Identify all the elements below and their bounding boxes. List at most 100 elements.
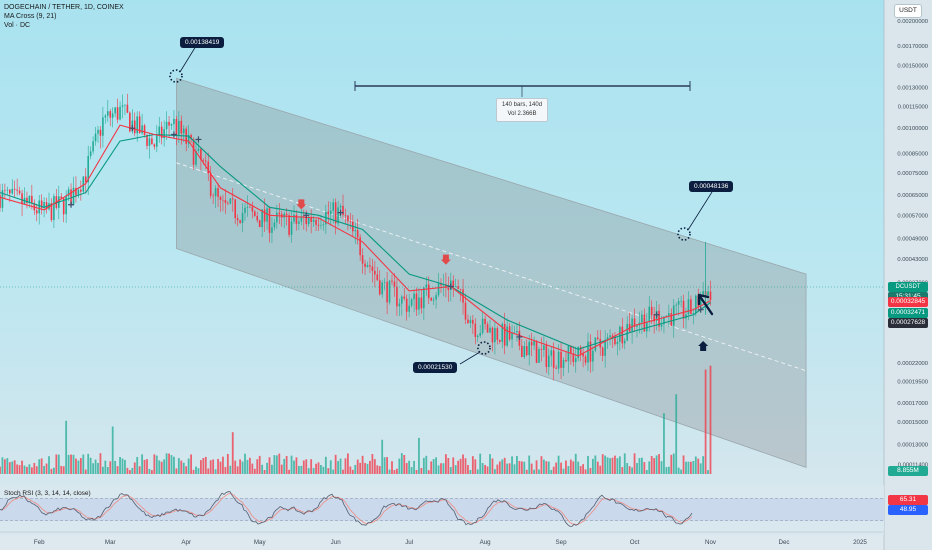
volume-bar [388,469,391,474]
time-axis-label: Jul [405,539,413,546]
candle-body [435,295,437,300]
volume-bar [577,461,580,474]
candle-body [6,189,9,191]
candle-body [273,222,276,228]
volume-bar [383,457,386,474]
candle-body [195,150,197,165]
candle-body [582,353,584,357]
volume-bar [244,453,246,474]
volume-bar [415,469,418,474]
candle-body [381,282,383,295]
candle-body [386,281,388,303]
candle-body [239,220,241,223]
volume-bar [545,461,548,474]
volume-bar [324,456,327,474]
volume-bar [489,454,491,474]
candle-body [50,203,53,220]
candle-body [484,318,486,325]
ma-cross-legend[interactable]: MA Cross (9, 21) [4,13,57,20]
chart-title[interactable]: DOGECHAIN / TETHER, 1D, COINEX [4,4,124,11]
volume-bar [104,460,107,474]
volume-bar [454,465,457,474]
price-axis-label: 0.00019500 [897,380,928,386]
currency-button[interactable]: USDT [894,4,922,18]
candle-body [305,217,308,225]
volume-bar [0,466,1,474]
volume-bar [609,458,611,474]
candle-body [543,345,545,350]
candle-body [589,341,592,362]
candle-body [391,280,393,282]
volume-bar [339,458,342,474]
parallel-channel [175,77,807,469]
candle-body [307,216,310,225]
volume-bar [116,466,119,474]
ma-cross-marker [516,333,523,340]
candle-body [288,215,290,235]
high-price-callout[interactable]: 0.00138419 [180,37,225,48]
candle-body [560,351,562,368]
candle-body [516,330,518,333]
candle-body [648,306,651,322]
ma-fast-tag: 0.00032845 [888,297,928,307]
candle-body [77,189,80,196]
candle-body [13,188,16,190]
candle-body [227,202,229,204]
candle-body [695,295,697,314]
candle-body [653,315,655,322]
candle-body [511,332,513,340]
volume-legend[interactable]: Vol · DC [4,22,31,29]
candle-body [298,221,300,224]
low-price-callout[interactable]: 0.00021530 [413,362,458,373]
volume-bar [43,465,45,474]
candle-body [525,346,528,356]
candle-body [329,210,332,215]
volume-bar [275,455,278,474]
volume-bar [224,466,227,474]
candle-body [479,332,481,336]
candle-body [168,121,170,126]
volume-bar [702,456,705,474]
candle-body [557,351,560,369]
volume-bar [393,470,396,474]
callout-leader [687,191,713,231]
candle-body [401,296,403,304]
candle-body [702,291,704,296]
candle-body [646,321,648,332]
candle-body [136,116,138,134]
candle-body [320,225,322,226]
volume-bar [55,454,58,474]
price-axis-label: 0.00015000 [897,420,928,426]
candle-body [285,213,288,216]
candle-body [163,129,165,139]
candle-body [261,209,263,228]
stoch-rsi-legend[interactable]: Stoch RSI (3, 3, 14, 14, close) [4,490,91,497]
time-axis-label: Aug [480,539,492,546]
candle-body [670,313,673,326]
volume-bar [185,466,188,474]
volume-bar [364,462,366,474]
candle-body [675,304,677,306]
volume-bar [621,467,624,474]
time-axis-label: 2025 [853,539,867,546]
candle-body [405,298,408,312]
candle-body [398,303,401,307]
volume-bar [631,467,633,474]
pivot-circle-icon [169,69,183,83]
volume-bar [538,469,540,474]
candle-body [18,190,21,194]
pointer-arrow-icon [697,293,714,316]
volume-bar [197,468,200,474]
candle-body [660,324,663,327]
volume-bar [200,460,202,474]
volume-bar [543,459,545,474]
recent-high-callout[interactable]: 0.00048136 [689,181,734,192]
volume-bar [30,467,33,474]
volume-bar [222,456,224,474]
price-axis-label: 0.00200000 [897,19,928,25]
volume-bar [295,457,298,474]
volume-bar [126,467,129,474]
measure-box[interactable]: 140 bars, 140d Vol 2.366B [496,98,549,122]
candle-body [290,221,293,235]
